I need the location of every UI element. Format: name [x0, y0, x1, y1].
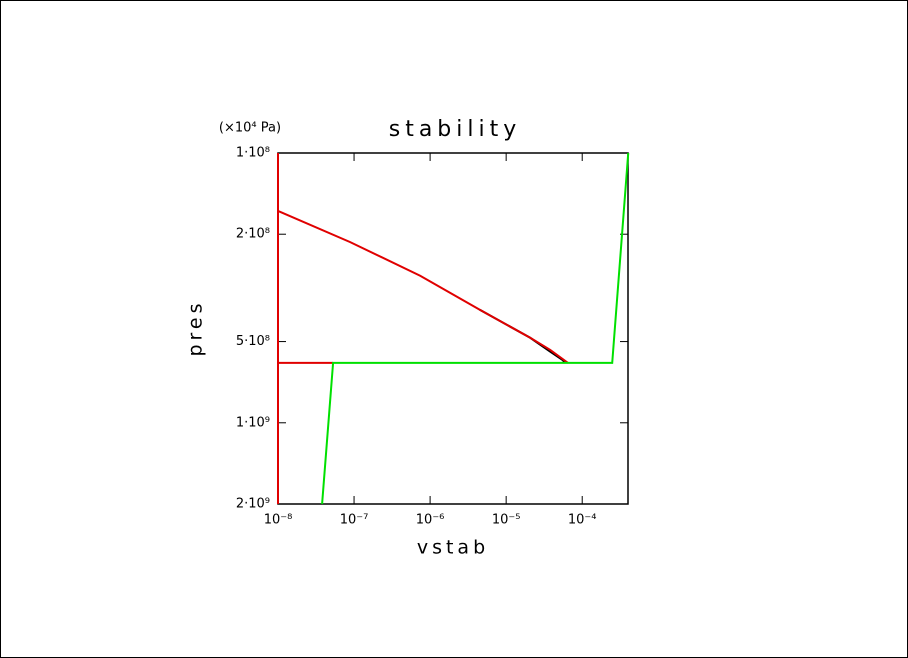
x-axis-label: vstab [417, 537, 489, 559]
chart-title: stability [389, 117, 522, 142]
series-line [277, 153, 569, 504]
x-tick-label: 10⁻⁵ [492, 513, 521, 528]
x-tick-label: 10⁻⁸ [264, 513, 293, 528]
series-line [321, 152, 630, 505]
y-tick-label: 2·10⁸ [236, 227, 270, 242]
x-tick-label: 10⁻⁶ [416, 513, 445, 528]
y-tick-label: 5·10⁸ [236, 334, 270, 349]
x-tick-label: 10⁻⁷ [340, 513, 369, 528]
y-tick-label: 2·10⁹ [236, 497, 270, 512]
y-tick-label: 1·10⁸ [236, 146, 270, 161]
y-axis-label: pres [185, 299, 207, 356]
y-tick-label: 1·10⁹ [236, 415, 270, 430]
y-unit: (×10⁴ Pa) [219, 121, 281, 136]
x-tick-label: 10⁻⁴ [568, 513, 597, 528]
